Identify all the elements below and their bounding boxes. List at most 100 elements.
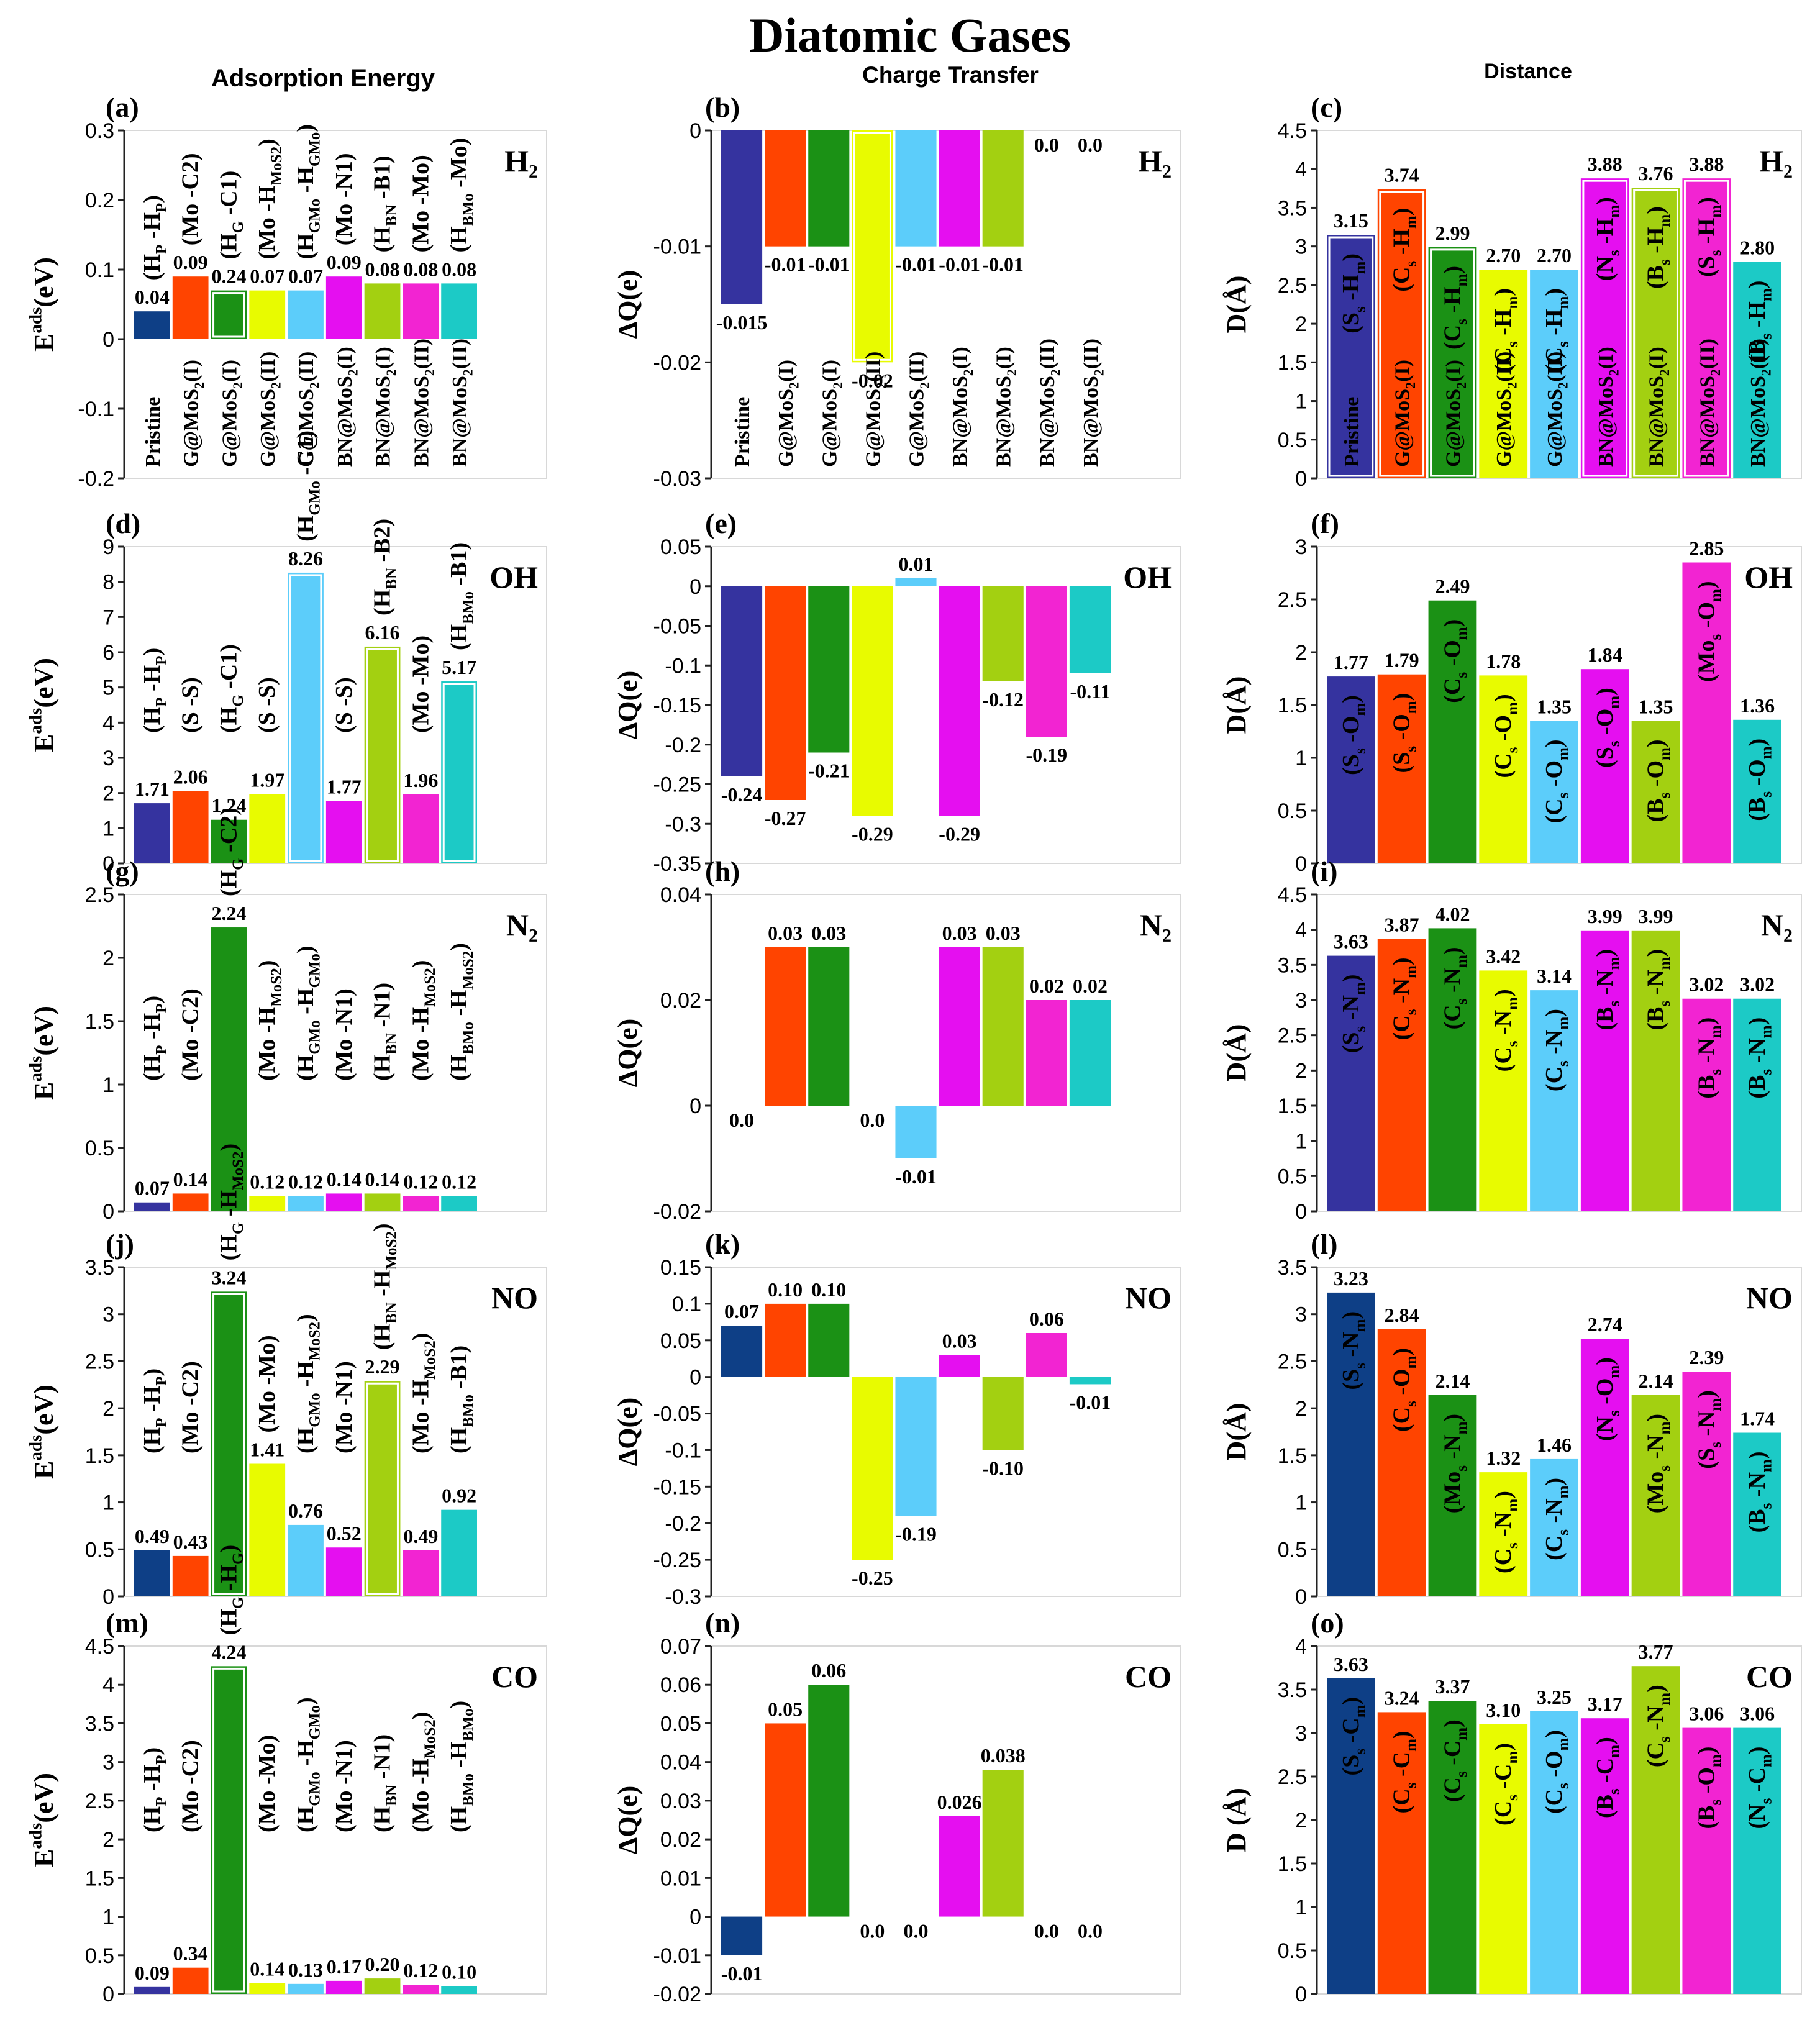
bar-value-label: 0.03 (942, 922, 977, 944)
site-label: (Mo -N1) (331, 1361, 357, 1454)
bar-value-label: 1.32 (1486, 1447, 1521, 1469)
bar (1580, 669, 1629, 863)
y-tick-label: 2 (1295, 1809, 1307, 1832)
bar-value-label: 0.0 (1078, 134, 1103, 156)
site-label: (Mo -N1) (331, 1740, 357, 1832)
bar (1682, 1372, 1731, 1596)
bar (1733, 1432, 1781, 1596)
site-label: (Mo -HMoS2​) (254, 960, 285, 1081)
bar-value-label: 2.70 (1537, 244, 1572, 266)
bar (211, 1291, 247, 1596)
category-label: Pristine (1340, 397, 1363, 467)
y-axis-label: D(Å) (1221, 676, 1252, 734)
bar (364, 1193, 401, 1211)
site-label: (HBMo​ -B1) (446, 542, 477, 650)
bar-value-label: 4.02 (1435, 903, 1470, 925)
bar (1479, 270, 1528, 478)
y-tick-label: -0.02 (653, 1983, 702, 2006)
bar-value-label: 0.76 (288, 1499, 323, 1522)
bar-value-label: 3.74 (1385, 164, 1419, 186)
y-tick-label: 0 (102, 1585, 114, 1609)
site-label: (Ss​ -Om​) (1389, 693, 1420, 773)
y-tick-label: 4.5 (1278, 119, 1307, 143)
site-label: (HP​ -HP​) (139, 648, 170, 733)
bar (441, 1986, 477, 1994)
bar-value-label: 0.10 (768, 1278, 803, 1301)
y-tick-label: -0.25 (653, 1549, 702, 1572)
bar-value-label: 3.99 (1588, 905, 1622, 927)
y-tick-label: 0.1 (672, 1293, 701, 1316)
site-label: (Bs​ -Hm​) (1744, 281, 1775, 363)
bar (1026, 1333, 1067, 1377)
site-label: (Bs​ -Nm​) (1693, 1017, 1724, 1099)
y-axis-label: Eads​(eV) (26, 1773, 59, 1867)
site-label: (Mo -Mo) (407, 635, 434, 733)
y-tick-label: 0 (689, 119, 701, 143)
site-label: (HP​ -HP​) (139, 1368, 170, 1454)
bar-value-label: 0.026 (937, 1791, 982, 1813)
bar-value-label: 2.85 (1689, 537, 1724, 560)
y-tick-label: 1 (1295, 747, 1307, 770)
y-axis-label: Eads​(eV) (26, 1006, 59, 1100)
site-label: (Cs​ -Hm​) (1439, 266, 1470, 350)
bar (982, 586, 1024, 681)
y-tick-label: 0 (689, 1094, 701, 1118)
gas-label: CO (1746, 1659, 1793, 1694)
bar-value-label: -0.015 (716, 311, 768, 334)
figure-title: Diatomic Gases (749, 8, 1071, 62)
bar-value-label: 0.07 (135, 1177, 170, 1199)
site-label: (Mo -HMoS2​) (407, 1712, 439, 1832)
column-title-distance: Distance (1484, 60, 1572, 83)
site-label: (HBMo​ -HBMo​) (446, 1701, 477, 1832)
bar-value-label: -0.11 (1070, 680, 1110, 703)
y-tick-label: 0.3 (85, 119, 114, 143)
y-tick-label: 1 (102, 1491, 114, 1515)
y-tick-label: -0.05 (653, 615, 702, 639)
category-label: BN@MoS2​(I) (372, 347, 399, 467)
gas-label: NO (1746, 1280, 1793, 1315)
y-tick-label: 2.5 (85, 883, 114, 907)
bar-value-label: 0.01 (899, 553, 934, 575)
site-label: (Cs​ -Hm​) (1541, 288, 1572, 372)
site-label: (HBMo​ -B1) (446, 1345, 477, 1454)
bar-value-label: 0.13 (288, 1959, 323, 1981)
category-label: Pristine (731, 397, 754, 467)
panel-n: -0.02 -0.01 0 0.01 0.02 0.03 0.04 0.05 0.06 0.07 Δ… (612, 1607, 1181, 2006)
category-label: G@MoS2​(II) (1544, 352, 1571, 467)
category-label: BN@MoS2​(I) (1595, 347, 1622, 467)
site-label: (HG​ -C2) (216, 808, 247, 896)
site-label: (Cs​ -Om​) (1490, 694, 1521, 778)
bar-value-label: 0.92 (442, 1485, 476, 1507)
bar (895, 1106, 937, 1158)
y-tick-label: 1.5 (85, 1867, 114, 1890)
bar (441, 1509, 477, 1596)
bar (765, 130, 806, 247)
y-tick-label: 2.5 (1278, 588, 1307, 612)
bar-value-label: 3.06 (1740, 1703, 1775, 1725)
y-tick-label: -0.15 (653, 1475, 702, 1499)
bar-value-label: 0.03 (942, 1329, 977, 1352)
bar (1580, 1339, 1629, 1596)
site-label: (Bs​ -Om​) (1744, 739, 1775, 821)
bar-value-label: 0.03 (768, 922, 803, 944)
bar-value-label: -0.24 (721, 783, 763, 806)
y-tick-label: 0.02 (660, 1828, 701, 1852)
bar-value-label: -0.29 (939, 823, 980, 845)
site-label: (Ss​ -Nm​) (1338, 1311, 1369, 1390)
bar-value-label: 1.41 (250, 1438, 284, 1460)
bar (1682, 178, 1731, 478)
y-tick-label: 0.2 (85, 189, 114, 212)
bar (211, 927, 247, 1211)
y-tick-label: -0.02 (653, 1200, 702, 1224)
site-label: (HG​ -HG​) (216, 1545, 247, 1636)
bar-value-label: 0.03 (986, 922, 1021, 944)
panel-label: (c) (1311, 91, 1342, 123)
bar-value-label: 0.0 (1034, 1920, 1059, 1942)
y-tick-label: 0.5 (85, 1538, 114, 1562)
bar-value-label: 2.29 (365, 1355, 400, 1378)
bar-highlight (442, 683, 476, 862)
y-tick-label: 1.5 (85, 1444, 114, 1468)
y-tick-label: 4.5 (85, 1635, 114, 1659)
site-label: (Cs​ -Om​) (1541, 740, 1572, 824)
bar-value-label: 3.63 (1334, 1653, 1368, 1675)
